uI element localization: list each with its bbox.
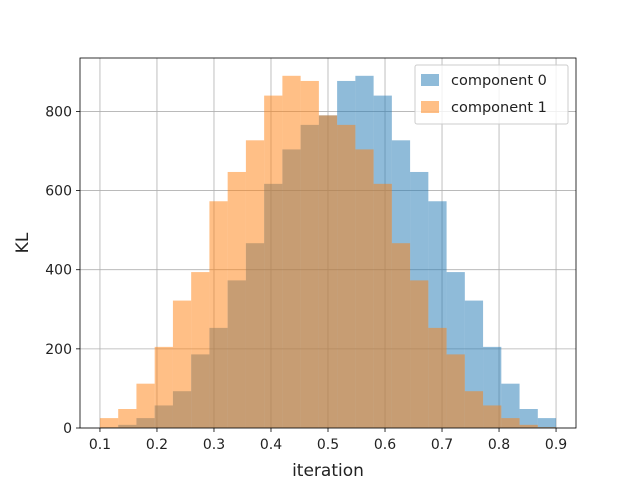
legend-label-component-0: component 0 bbox=[451, 73, 547, 89]
histogram-bar bbox=[391, 243, 411, 428]
y-axis-title: KL bbox=[13, 232, 33, 253]
histogram-bar bbox=[519, 409, 538, 428]
histogram-bar bbox=[483, 405, 502, 428]
x-tick-label: 0.2 bbox=[146, 437, 168, 453]
histogram-bar bbox=[172, 300, 192, 428]
legend-swatch-component-1 bbox=[421, 101, 439, 113]
x-tick-label: 0.7 bbox=[431, 437, 453, 453]
histogram-bar bbox=[154, 346, 173, 428]
y-tick-label: 800 bbox=[45, 104, 72, 120]
histogram-bar bbox=[501, 418, 520, 428]
histogram-bar bbox=[501, 383, 520, 428]
x-axis-title: iteration bbox=[292, 461, 364, 480]
x-tick-label: 0.3 bbox=[203, 437, 225, 453]
histogram-bar bbox=[537, 418, 557, 428]
histogram-bar bbox=[245, 140, 265, 428]
y-tick-label: 0 bbox=[63, 421, 72, 437]
histogram-bar bbox=[227, 171, 246, 429]
histogram-bar bbox=[99, 418, 119, 428]
histogram-bar bbox=[464, 391, 484, 428]
legend-box bbox=[414, 64, 569, 125]
histogram-bar bbox=[519, 424, 538, 428]
histogram-bar bbox=[337, 124, 356, 428]
histogram-bar bbox=[264, 95, 283, 429]
legend-label-component-1: component 1 bbox=[451, 100, 547, 116]
histogram-bar bbox=[410, 280, 429, 428]
histogram-bar bbox=[355, 149, 374, 429]
histogram-bar bbox=[300, 80, 319, 428]
histogram-bar bbox=[428, 327, 447, 428]
x-tick-label: 0.9 bbox=[545, 437, 567, 453]
y-tick-label: 400 bbox=[45, 263, 72, 279]
histogram-bar bbox=[136, 383, 155, 428]
series-1-bars bbox=[99, 75, 557, 429]
histogram-bar bbox=[282, 75, 301, 428]
legend: component 0 component 1 bbox=[414, 64, 569, 125]
y-tick-label: 600 bbox=[45, 184, 72, 200]
x-tick-label: 0.5 bbox=[317, 437, 339, 453]
y-tick-label: 200 bbox=[45, 342, 72, 358]
histogram-bar bbox=[373, 183, 392, 428]
legend-swatch-component-0 bbox=[421, 74, 439, 86]
y-axis-ticks: 0 200 400 600 800 bbox=[45, 104, 80, 437]
x-tick-label: 0.4 bbox=[260, 437, 282, 453]
histogram-bar bbox=[118, 409, 137, 428]
histogram-bar bbox=[318, 115, 338, 429]
x-tick-label: 0.8 bbox=[488, 437, 510, 453]
x-axis-ticks: 0.1 0.2 0.3 0.4 0.5 0.6 0.7 0.8 0.9 bbox=[89, 428, 567, 453]
histogram-bar bbox=[446, 354, 465, 428]
histogram-bar bbox=[191, 272, 210, 428]
x-tick-label: 0.1 bbox=[89, 437, 111, 453]
histogram-bar bbox=[209, 201, 228, 428]
histogram-bars bbox=[99, 75, 557, 429]
x-tick-label: 0.6 bbox=[374, 437, 396, 453]
